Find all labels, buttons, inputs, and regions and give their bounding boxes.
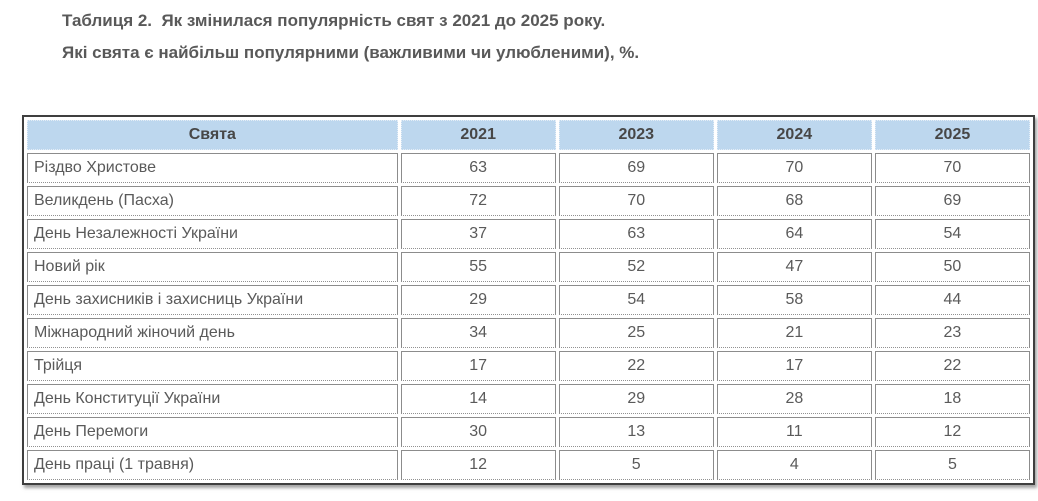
- table-row: День захисників і захисниць України 29 5…: [27, 285, 1030, 315]
- value-cell: 63: [400, 153, 556, 183]
- value-cell: 70: [874, 153, 1030, 183]
- value-cell: 50: [874, 252, 1030, 282]
- value-cell: 22: [558, 351, 714, 381]
- value-cell: 5: [874, 450, 1030, 480]
- table-row: Новий рік 55 52 47 50: [27, 252, 1030, 282]
- value-cell: 55: [400, 252, 556, 282]
- holiday-name-cell: День Незалежності України: [27, 219, 398, 249]
- header-row: Свята 2021 2023 2024 2025: [27, 120, 1030, 150]
- value-cell: 29: [400, 285, 556, 315]
- value-cell: 4: [716, 450, 872, 480]
- value-cell: 58: [716, 285, 872, 315]
- value-cell: 28: [716, 384, 872, 414]
- value-cell: 47: [716, 252, 872, 282]
- value-cell: 13: [558, 417, 714, 447]
- value-cell: 52: [558, 252, 714, 282]
- value-cell: 18: [874, 384, 1030, 414]
- table-row: Різдво Христове 63 69 70 70: [27, 153, 1030, 183]
- holiday-name-cell: День захисників і захисниць України: [27, 285, 398, 315]
- table-row: Міжнародний жіночий день 34 25 21 23: [27, 318, 1030, 348]
- table-row: Великдень (Пасха) 72 70 68 69: [27, 186, 1030, 216]
- column-header-2025: 2025: [874, 120, 1030, 150]
- value-cell: 54: [874, 219, 1030, 249]
- value-cell: 25: [558, 318, 714, 348]
- value-cell: 72: [400, 186, 556, 216]
- holiday-name-cell: День Конституції України: [27, 384, 398, 414]
- value-cell: 12: [400, 450, 556, 480]
- value-cell: 34: [400, 318, 556, 348]
- value-cell: 14: [400, 384, 556, 414]
- holiday-name-cell: Новий рік: [27, 252, 398, 282]
- table-row: Трійця 17 22 17 22: [27, 351, 1030, 381]
- holidays-popularity-table: Свята 2021 2023 2024 2025 Різдво Христов…: [24, 117, 1033, 483]
- holiday-name-cell: Різдво Христове: [27, 153, 398, 183]
- table-row: День Незалежності України 37 63 64 54: [27, 219, 1030, 249]
- value-cell: 11: [716, 417, 872, 447]
- value-cell: 70: [716, 153, 872, 183]
- column-header-2021: 2021: [400, 120, 556, 150]
- value-cell: 70: [558, 186, 714, 216]
- value-cell: 69: [558, 153, 714, 183]
- holiday-name-cell: Міжнародний жіночий день: [27, 318, 398, 348]
- column-header-2024: 2024: [716, 120, 872, 150]
- holidays-popularity-table-container: Свята 2021 2023 2024 2025 Різдво Христов…: [22, 115, 1035, 485]
- holiday-name-cell: Трійця: [27, 351, 398, 381]
- value-cell: 23: [874, 318, 1030, 348]
- table-title: Таблиця 2. Як змінилася популярність свя…: [62, 5, 639, 69]
- value-cell: 37: [400, 219, 556, 249]
- table-title-line-1: Таблиця 2. Як змінилася популярність свя…: [62, 11, 606, 30]
- value-cell: 5: [558, 450, 714, 480]
- holiday-name-cell: День Перемоги: [27, 417, 398, 447]
- value-cell: 64: [716, 219, 872, 249]
- value-cell: 63: [558, 219, 714, 249]
- value-cell: 69: [874, 186, 1030, 216]
- table-row: День Конституції України 14 29 28 18: [27, 384, 1030, 414]
- column-header-2023: 2023: [558, 120, 714, 150]
- table-row: День Перемоги 30 13 11 12: [27, 417, 1030, 447]
- value-cell: 17: [716, 351, 872, 381]
- value-cell: 54: [558, 285, 714, 315]
- value-cell: 12: [874, 417, 1030, 447]
- column-header-holidays: Свята: [27, 120, 398, 150]
- table-title-line-2: Які свята є найбільш популярними (важлив…: [62, 43, 640, 62]
- holiday-name-cell: Великдень (Пасха): [27, 186, 398, 216]
- value-cell: 68: [716, 186, 872, 216]
- value-cell: 30: [400, 417, 556, 447]
- value-cell: 22: [874, 351, 1030, 381]
- value-cell: 17: [400, 351, 556, 381]
- holiday-name-cell: День праці (1 травня): [27, 450, 398, 480]
- value-cell: 21: [716, 318, 872, 348]
- value-cell: 29: [558, 384, 714, 414]
- value-cell: 44: [874, 285, 1030, 315]
- table-row: День праці (1 травня) 12 5 4 5: [27, 450, 1030, 480]
